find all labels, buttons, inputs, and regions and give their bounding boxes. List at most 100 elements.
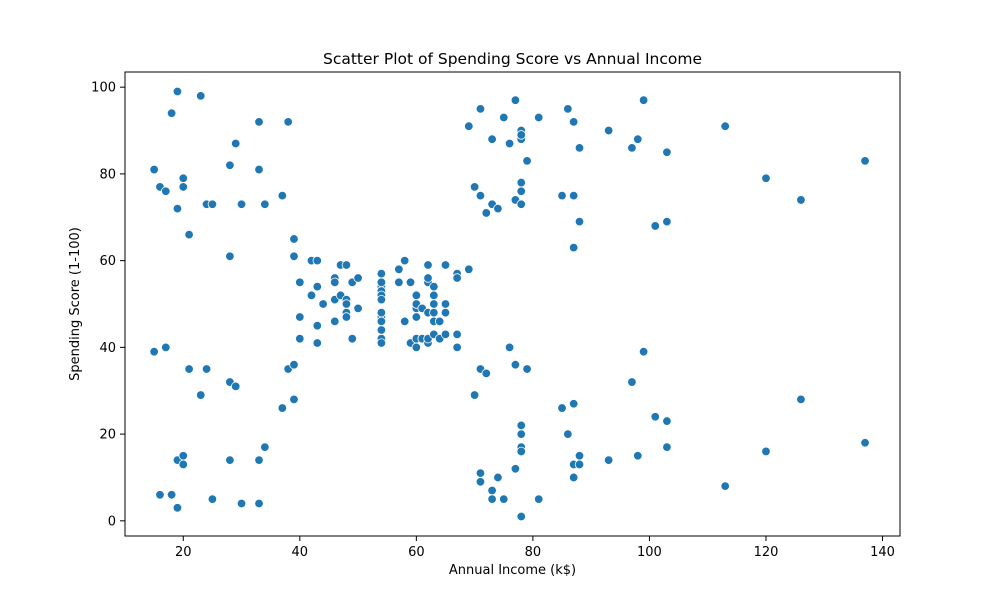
data-point <box>510 360 521 370</box>
data-point <box>166 490 177 500</box>
data-point <box>638 347 649 357</box>
data-point <box>720 481 730 491</box>
data-point <box>603 125 614 136</box>
data-point <box>796 195 806 205</box>
y-axis-ticks: 0 20 40 60 80 100 <box>91 81 125 529</box>
data-point <box>254 455 264 465</box>
data-point <box>662 416 672 426</box>
data-point <box>376 268 387 279</box>
data-point <box>411 312 422 322</box>
data-point <box>353 303 363 314</box>
data-point <box>161 186 171 196</box>
data-point <box>516 130 526 140</box>
data-point <box>330 316 340 327</box>
data-point <box>499 112 509 123</box>
data-point <box>312 320 322 331</box>
data-point <box>236 498 247 509</box>
data-point <box>481 208 491 218</box>
data-point <box>504 342 515 353</box>
data-point <box>376 325 387 335</box>
data-point <box>400 255 410 266</box>
data-point <box>516 420 526 431</box>
data-point <box>522 156 532 166</box>
data-point <box>796 394 806 405</box>
data-point <box>516 199 526 209</box>
data-point <box>475 190 486 201</box>
data-point <box>627 143 637 153</box>
data-point <box>574 451 585 461</box>
data-point <box>411 342 422 353</box>
data-point <box>487 134 497 144</box>
data-point <box>650 412 660 422</box>
data-point <box>568 117 579 127</box>
data-point <box>405 277 416 288</box>
y-axis-label: Spending Score (1-100) <box>68 227 83 381</box>
data-point <box>464 121 474 131</box>
data-point <box>860 156 870 166</box>
data-point <box>487 485 497 496</box>
data-point <box>429 290 439 301</box>
data-point <box>411 290 422 301</box>
data-point <box>400 316 410 327</box>
data-point <box>155 490 165 500</box>
data-point <box>225 455 235 465</box>
data-point <box>452 329 462 340</box>
data-point <box>277 190 288 201</box>
data-point <box>568 242 579 253</box>
data-point <box>207 494 218 504</box>
data-point <box>231 381 241 392</box>
data-point <box>376 307 387 318</box>
x-axis-label: Annual Income (k$) <box>449 563 576 578</box>
data-point <box>254 164 264 175</box>
data-point <box>563 429 573 439</box>
data-point <box>260 199 270 209</box>
data-point <box>434 316 445 327</box>
data-point <box>563 104 573 114</box>
data-point <box>376 294 387 305</box>
data-point <box>469 182 480 192</box>
data-point <box>574 143 585 153</box>
x-tick-label: 140 <box>870 545 895 560</box>
data-point <box>289 394 299 405</box>
x-tick-label: 20 <box>175 545 192 560</box>
data-point <box>172 86 183 97</box>
data-point <box>423 260 433 270</box>
data-point <box>440 307 451 318</box>
data-point <box>504 138 515 149</box>
data-point <box>522 364 532 374</box>
data-point <box>510 464 521 474</box>
data-point <box>376 338 387 348</box>
data-point <box>534 494 544 504</box>
data-point <box>574 459 585 470</box>
data-point <box>452 342 462 353</box>
x-tick-label: 120 <box>754 545 779 560</box>
data-point <box>493 472 503 483</box>
data-point <box>440 260 451 270</box>
data-point <box>574 216 585 227</box>
data-point <box>860 438 870 448</box>
data-point <box>720 121 730 131</box>
data-point <box>161 342 171 353</box>
y-tick-label: 100 <box>91 81 116 96</box>
data-point <box>603 455 614 465</box>
data-point <box>633 451 643 461</box>
data-point <box>481 368 491 379</box>
data-point <box>207 199 218 209</box>
data-point <box>178 459 188 470</box>
data-point <box>166 108 177 118</box>
data-point <box>429 299 439 309</box>
data-point <box>312 255 322 266</box>
data-point <box>231 138 241 149</box>
data-point <box>469 390 480 400</box>
data-point <box>557 190 567 201</box>
x-tick-label: 40 <box>292 545 309 560</box>
data-point <box>475 104 486 114</box>
data-point <box>172 203 183 214</box>
data-point <box>475 468 486 478</box>
data-point <box>534 112 544 123</box>
data-point <box>429 307 439 318</box>
data-point <box>225 251 235 261</box>
data-point <box>225 160 235 170</box>
